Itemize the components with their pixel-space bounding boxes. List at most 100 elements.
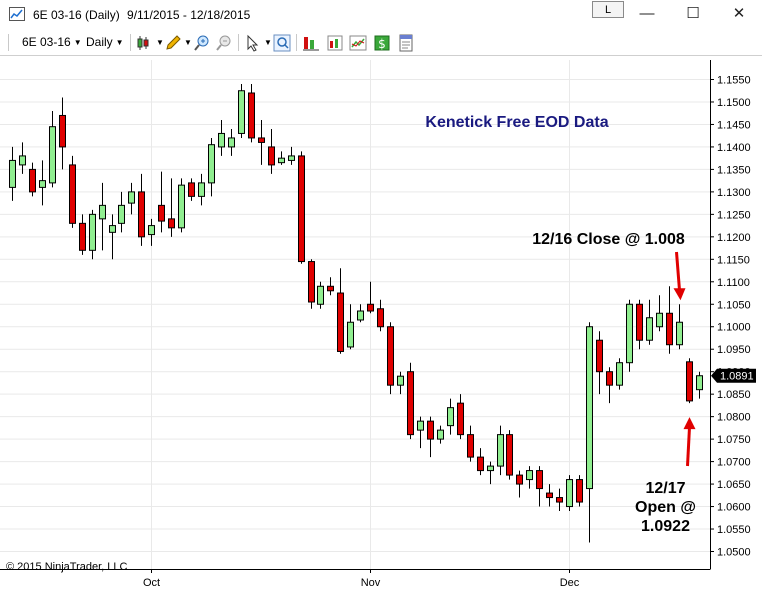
- candle: [487, 461, 494, 485]
- candle: [377, 299, 384, 332]
- toolbar-separator: [130, 34, 131, 51]
- y-tick-label: 1.1450: [717, 119, 751, 131]
- y-tick-label: 1.0700: [717, 457, 751, 469]
- chevron-down-icon[interactable]: ▼: [184, 38, 192, 47]
- candle-body-up: [89, 213, 96, 251]
- link-button[interactable]: L: [592, 1, 624, 18]
- candle-body-down: [427, 420, 434, 440]
- candle: [158, 171, 165, 233]
- interval-label: Daily: [86, 35, 113, 49]
- strategies-icon[interactable]: [326, 34, 344, 52]
- candle: [99, 182, 106, 251]
- candle-body-down: [536, 470, 543, 490]
- candle-body-up: [417, 420, 424, 431]
- chart-title: Kenetick Free EOD Data: [425, 114, 608, 131]
- chevron-down-icon[interactable]: ▼: [264, 38, 272, 47]
- dollar-icon[interactable]: $: [373, 34, 391, 52]
- chevron-down-icon[interactable]: ▼: [156, 38, 164, 47]
- candlestick-style-icon[interactable]: [136, 34, 154, 52]
- candle-body-up: [39, 180, 46, 188]
- candle: [238, 83, 245, 138]
- candle: [178, 178, 185, 233]
- pencil-icon[interactable]: [164, 34, 182, 52]
- instrument-selector[interactable]: 6E 03-16 ▼: [22, 35, 82, 49]
- candle: [556, 488, 563, 512]
- instrument-label: 6E 03-16: [22, 35, 71, 49]
- candle-body-down: [576, 479, 583, 503]
- y-tick-label: 1.1300: [717, 187, 751, 199]
- candle-body-down: [467, 434, 474, 458]
- annotation-close-label: 12/16 Close @ 1.008: [532, 231, 685, 248]
- chevron-down-icon: ▼: [115, 38, 124, 47]
- candle: [347, 304, 354, 350]
- candle: [606, 367, 613, 404]
- annotation-close-arrowhead: [673, 288, 686, 301]
- y-tick-label: 1.0600: [717, 502, 751, 514]
- zoom-out-icon[interactable]: [215, 34, 233, 52]
- candle: [218, 119, 225, 156]
- chevron-down-icon: ▼: [73, 38, 82, 47]
- candle-body-down: [248, 92, 255, 139]
- y-tick-label: 1.1000: [717, 322, 751, 334]
- data-box-icon[interactable]: [349, 34, 367, 52]
- y-tick-label: 1.1350: [717, 164, 751, 176]
- candle-body-up: [128, 191, 135, 204]
- properties-icon[interactable]: [397, 34, 415, 52]
- chart-app-icon: [9, 7, 25, 21]
- last-price-marker: [711, 368, 756, 383]
- candle-body-up: [19, 155, 26, 166]
- candle: [596, 331, 603, 395]
- candle-body-down: [188, 182, 195, 197]
- y-tick-label: 1.0750: [717, 434, 751, 446]
- candle: [437, 425, 444, 444]
- candle: [447, 398, 454, 435]
- minimize-icon[interactable]: —: [639, 5, 655, 22]
- x-tick-label: Oct: [143, 577, 160, 589]
- zoom-in-icon[interactable]: [193, 34, 211, 52]
- candle: [278, 151, 285, 165]
- candle: [288, 146, 295, 165]
- interval-selector[interactable]: Daily ▼: [86, 35, 124, 49]
- y-tick-label: 1.1200: [717, 232, 751, 244]
- close-icon[interactable]: ✕: [732, 5, 746, 22]
- candle: [258, 119, 265, 165]
- candle-body-up: [109, 225, 116, 233]
- candle: [497, 425, 504, 476]
- candle: [168, 178, 175, 237]
- pointer-icon[interactable]: [244, 34, 262, 52]
- candle: [477, 448, 484, 476]
- candle-body-down: [337, 292, 344, 352]
- candle: [506, 430, 513, 480]
- candle-body-down: [79, 222, 86, 251]
- price-chart[interactable]: 1.0500 1.0550 1.0600 1.0650 1.0700 1.0750 1.08…: [0, 56, 762, 598]
- candle: [327, 277, 334, 296]
- indicators-icon[interactable]: [302, 34, 320, 52]
- candle-body-down: [327, 285, 334, 292]
- y-tick-label: 1.0800: [717, 412, 751, 424]
- candle-body-up: [228, 137, 235, 148]
- candle: [457, 394, 464, 440]
- candle: [188, 178, 195, 201]
- candle: [526, 466, 533, 489]
- candle-body-up: [397, 375, 404, 386]
- candle-body-up: [646, 317, 653, 341]
- y-tick-label: 1.1150: [717, 254, 750, 266]
- price-axis: 1.0500 1.0550 1.0600 1.0650 1.0700 1.0750 1.08…: [0, 60, 756, 589]
- candle-body-down: [29, 168, 36, 193]
- y-tick-label: 1.1050: [717, 299, 751, 311]
- candle-body-up: [347, 321, 354, 348]
- candle-body-down: [506, 434, 513, 476]
- magnifier-icon[interactable]: [273, 34, 291, 52]
- candle-body-up: [656, 312, 663, 328]
- maximize-icon[interactable]: ☐: [686, 5, 700, 22]
- y-tick-label: 1.1500: [717, 97, 751, 109]
- annotation-close-arrow: [675, 251, 681, 291]
- candle-body-down: [477, 456, 484, 472]
- title-range: 9/11/2015 - 12/18/2015: [127, 8, 251, 22]
- candle-body-up: [208, 144, 215, 184]
- candle-body-up: [696, 375, 703, 391]
- candle-body-down: [686, 361, 693, 402]
- candle: [69, 155, 76, 228]
- candle-body-down: [168, 218, 175, 229]
- candle: [427, 416, 434, 458]
